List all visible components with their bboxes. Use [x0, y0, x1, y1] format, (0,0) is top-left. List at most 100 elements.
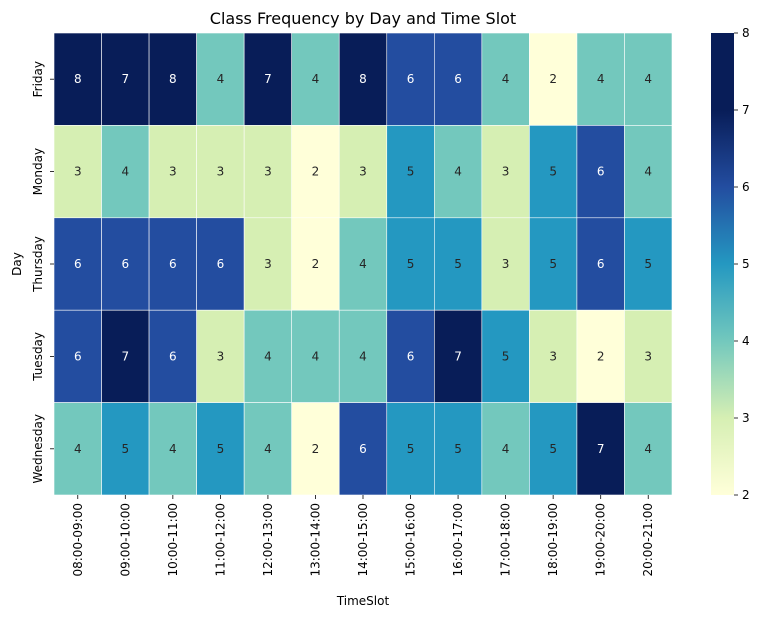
cell-value-label: 3: [264, 165, 272, 179]
cell-value-label: 4: [644, 72, 652, 86]
cell-value-label: 2: [597, 349, 605, 363]
y-tick-label: Friday: [31, 61, 45, 97]
colorbar-tick-label: 6: [742, 180, 750, 194]
cell-value-label: 3: [359, 165, 367, 179]
heatmap-cell: [243, 32, 292, 126]
heatmap-cell: [624, 309, 673, 403]
colorbar: [711, 33, 734, 495]
x-tick-label: 18:00-19:00: [546, 503, 560, 577]
heatmap-cell: [148, 309, 197, 403]
cell-value-label: 3: [502, 165, 510, 179]
cell-value-label: 5: [644, 257, 652, 271]
heatmap-cell: [291, 32, 340, 126]
x-tick-label: 12:00-13:00: [261, 503, 275, 577]
cell-value-label: 5: [454, 257, 462, 271]
y-tick-label: Thursday: [31, 236, 45, 293]
cell-value-label: 4: [597, 72, 605, 86]
y-tick-label: Tuesday: [31, 332, 45, 382]
heatmap-cell: [386, 32, 435, 126]
cell-value-label: 3: [217, 349, 225, 363]
chart-title: Class Frequency by Day and Time Slot: [210, 9, 516, 28]
cell-value-label: 5: [407, 442, 415, 456]
x-tick-label: 17:00-18:00: [499, 503, 513, 577]
cell-value-label: 4: [312, 72, 320, 86]
x-tick-label: 15:00-16:00: [404, 503, 418, 577]
y-axis-ticks: Friday Monday Thursday Tuesday Wednesday: [31, 61, 54, 484]
heatmap-cell: [481, 217, 530, 311]
cell-value-label: 4: [121, 165, 129, 179]
cell-value-label: 8: [359, 72, 367, 86]
x-tick-label: 10:00-11:00: [166, 503, 180, 577]
heatmap-cell: [148, 125, 197, 219]
cell-value-label: 4: [217, 72, 225, 86]
heatmap-cell: [243, 217, 292, 311]
cell-value-label: 6: [74, 349, 82, 363]
cell-value-label: 2: [312, 257, 320, 271]
heatmap-cell: [481, 402, 530, 496]
heatmap-cell: [101, 125, 150, 219]
heatmap-cell: [243, 125, 292, 219]
x-axis-label: TimeSlot: [336, 594, 390, 608]
heatmap-cell: [291, 309, 340, 403]
cell-value-label: 5: [549, 165, 557, 179]
colorbar-tick-label: 8: [742, 26, 750, 40]
cell-value-label: 6: [407, 349, 415, 363]
heatmap-cell-labels: 8 7 8 4 7 4 8 6 6 4 2 4 4 3 4 3 3 3 2 3 5 4 3 5 6 4 6 6 6 6 3 2 4 5 5 3 5 6 5 6…: [74, 72, 652, 456]
cell-value-label: 5: [549, 257, 557, 271]
colorbar-ticks: 2 3 4 5 6 7 8: [734, 26, 750, 502]
heatmap-cell: [624, 125, 673, 219]
heatmap-cell: [53, 217, 102, 311]
colorbar-tick-label: 7: [742, 103, 750, 117]
cell-value-label: 3: [217, 165, 225, 179]
heatmap-cell: [434, 217, 483, 311]
heatmap-cell: [148, 32, 197, 126]
heatmap-cell: [196, 402, 245, 496]
x-tick-label: 08:00-09:00: [71, 503, 85, 577]
heatmap-cell: [148, 217, 197, 311]
cell-value-label: 6: [359, 442, 367, 456]
cell-value-label: 4: [359, 349, 367, 363]
heatmap-cell: [434, 309, 483, 403]
heatmap-cell: [624, 32, 673, 126]
heatmap-cell: [53, 32, 102, 126]
cell-value-label: 5: [407, 257, 415, 271]
cell-value-label: 6: [121, 257, 129, 271]
x-tick-label: 09:00-10:00: [118, 503, 132, 577]
heatmap-cell: [576, 309, 625, 403]
cell-value-label: 3: [169, 165, 177, 179]
heatmap-cell: [576, 217, 625, 311]
heatmap-cell: [624, 217, 673, 311]
heatmap-cell: [148, 402, 197, 496]
cell-value-label: 5: [549, 442, 557, 456]
heatmap-cell: [576, 402, 625, 496]
heatmap-cell: [576, 125, 625, 219]
heatmap-cell: [196, 309, 245, 403]
heatmap-cell: [53, 125, 102, 219]
heatmap-cell: [576, 32, 625, 126]
cell-value-label: 3: [502, 257, 510, 271]
cell-value-label: 3: [264, 257, 272, 271]
cell-value-label: 5: [217, 442, 225, 456]
colorbar-tick-label: 2: [742, 488, 750, 502]
cell-value-label: 4: [359, 257, 367, 271]
cell-value-label: 3: [74, 165, 82, 179]
cell-value-label: 8: [169, 72, 177, 86]
heatmap-cell: [101, 32, 150, 126]
cell-value-label: 6: [74, 257, 82, 271]
heatmap-cell: [481, 309, 530, 403]
heatmap-cell: [529, 217, 578, 311]
x-axis-ticks: 08:00-09:00 09:00-10:00 10:00-11:00 11:00-1…: [71, 495, 655, 577]
x-tick-label: 14:00-15:00: [356, 503, 370, 577]
heatmap-cell: [243, 402, 292, 496]
heatmap-cell: [101, 402, 150, 496]
cell-value-label: 5: [502, 349, 510, 363]
cell-value-label: 4: [502, 442, 510, 456]
cell-value-label: 2: [549, 72, 557, 86]
cell-value-label: 4: [454, 165, 462, 179]
y-tick-label: Monday: [31, 148, 45, 195]
heatmap-cell: [338, 309, 388, 403]
cell-value-label: 2: [312, 165, 320, 179]
cell-value-label: 6: [169, 349, 177, 363]
cell-value-label: 6: [597, 257, 605, 271]
cell-value-label: 5: [454, 442, 462, 456]
